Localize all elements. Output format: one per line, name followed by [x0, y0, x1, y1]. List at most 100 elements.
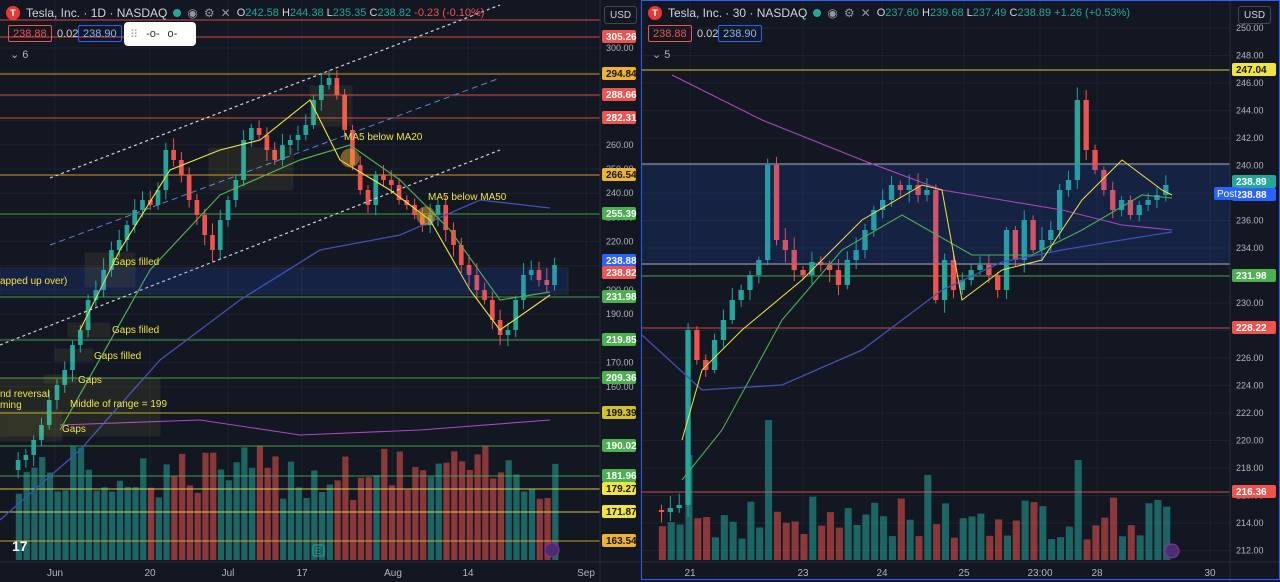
candle-body	[474, 275, 480, 290]
candle-body	[46, 400, 52, 425]
volume-bar	[959, 518, 967, 560]
ma20-line	[681, 194, 1173, 481]
y-axis-tick-label: 220.00	[606, 237, 634, 247]
gear-icon[interactable]: ⚙	[843, 6, 855, 20]
ma-cross-marker	[416, 206, 436, 226]
candle-body	[365, 190, 371, 205]
price-label-badge	[602, 439, 636, 452]
candle-body	[482, 290, 487, 300]
x-axis-tick-label: 24	[876, 568, 888, 579]
right-sell-price[interactable]: 238.88	[648, 25, 692, 42]
drawing-toolbar[interactable]: ⠿ -o- o-	[124, 22, 196, 46]
indicator-dot-icon	[173, 9, 182, 17]
left-symbol-title[interactable]: Tesla, Inc. · 1D · NASDAQ	[26, 6, 168, 20]
volume-bar	[388, 485, 396, 560]
tradingview-logo-icon[interactable]: 17	[12, 538, 28, 554]
candle-body	[1021, 220, 1027, 260]
candle-body	[809, 262, 815, 275]
chart-annotation: ming	[0, 400, 22, 411]
candle-body	[1012, 230, 1019, 260]
eye-icon[interactable]: ◉	[187, 6, 198, 20]
y-axis-tick-label: 170.00	[606, 358, 634, 368]
volume-bar	[233, 462, 240, 560]
volume-bar	[39, 457, 46, 560]
left-ohlc: O242.58 H244.38 L235.35 C238.82 -0.23 (-…	[236, 7, 485, 19]
volume-bar	[1021, 500, 1029, 560]
candle-body	[1030, 220, 1036, 250]
volume-bar	[326, 484, 333, 560]
candle-body	[287, 140, 293, 145]
price-label-badge	[602, 505, 636, 518]
right-currency-button[interactable]: USD	[1238, 6, 1272, 24]
right-indicators-toggle[interactable]: ⌄ 5	[652, 49, 671, 61]
candle-body	[694, 330, 700, 360]
y-axis-tick-label: 234.00	[1236, 243, 1264, 253]
volume-bar	[765, 420, 773, 560]
line-tool-icon[interactable]: -o-	[146, 28, 160, 40]
right-chart-pane[interactable]: 250.00 248.00 246.00 244.00 242.00 240.00 238.…	[642, 0, 1280, 582]
volume-bar	[482, 446, 489, 560]
candle-body	[101, 270, 106, 290]
drag-handle-icon[interactable]: ⠿	[130, 28, 139, 41]
candle-body	[862, 230, 868, 250]
earnings-marker	[312, 544, 325, 557]
ma50-line	[642, 231, 1173, 391]
left-currency-button[interactable]: USD	[604, 6, 638, 24]
price-label-badge	[1232, 321, 1276, 334]
close-icon[interactable]: ✕	[860, 6, 871, 20]
volume-bar	[685, 455, 693, 560]
volume-bar	[272, 456, 279, 560]
price-label-badge	[602, 67, 636, 80]
volume-bar	[109, 491, 116, 560]
volume-bar	[941, 503, 950, 560]
candle-body	[23, 455, 29, 460]
left-buy-price[interactable]: 238.90	[78, 25, 122, 42]
candle-body	[773, 165, 780, 240]
eye-icon[interactable]: ◉	[827, 6, 838, 20]
candle-body	[155, 190, 161, 205]
x-axis-tick-label: 21	[684, 568, 696, 579]
ma200-line	[59, 419, 551, 436]
gear-icon[interactable]: ⚙	[203, 6, 215, 20]
volume-bar	[210, 452, 217, 560]
x-axis-tick-label: 23:00	[1027, 568, 1052, 579]
volume-bar	[1136, 535, 1144, 560]
volume-bar	[381, 448, 388, 560]
y-axis-tick-label: 248.00	[1236, 51, 1264, 61]
tesla-logo-icon: T	[6, 6, 20, 20]
candle-body	[1065, 180, 1072, 190]
price-label-text: 238.82	[606, 268, 637, 279]
candle-body	[1092, 150, 1098, 170]
candle-body	[536, 270, 542, 280]
volume-bar	[443, 462, 450, 560]
right-buy-price[interactable]: 238.90	[718, 25, 762, 42]
right-chart-canvas[interactable]: 250.00 248.00 246.00 244.00 242.00 240.00 238.…	[642, 0, 1280, 582]
volume-bar	[295, 487, 302, 560]
right-symbol-title[interactable]: Tesla, Inc. · 30 · NASDAQ	[668, 6, 808, 20]
candle-body	[31, 440, 36, 455]
volume-bar	[747, 501, 755, 560]
price-label-text: 171.87	[606, 507, 637, 518]
left-chart-canvas[interactable]: 300.00290.00280.00270.00260.00250.00240.…	[0, 0, 640, 582]
price-label-badge	[602, 290, 636, 303]
left-chart-pane[interactable]: 300.00290.00280.00270.00260.00250.00240.…	[0, 0, 640, 582]
price-label-badge	[602, 469, 636, 482]
price-label-text: 190.02	[606, 441, 637, 452]
price-label-text: 282.31	[606, 113, 637, 124]
price-label-badge	[602, 534, 636, 547]
candle-body	[217, 220, 223, 250]
right-spread: 0.02	[697, 27, 719, 40]
candle-body	[54, 385, 60, 400]
volume-bar	[513, 474, 520, 560]
volume-bar	[1048, 539, 1056, 560]
volume-bar	[186, 485, 194, 560]
left-sell-price[interactable]: 238.88	[8, 25, 52, 42]
left-indicators-toggle[interactable]: ⌄ 6	[10, 49, 29, 61]
candle-body	[513, 300, 519, 330]
chart-annotation: Gaps filled	[112, 325, 159, 336]
volume-bar	[54, 491, 61, 560]
volume-bar	[1145, 503, 1153, 560]
close-icon[interactable]: ✕	[220, 6, 231, 20]
ray-tool-icon[interactable]: o-	[167, 28, 178, 40]
volume-bar	[179, 453, 186, 560]
